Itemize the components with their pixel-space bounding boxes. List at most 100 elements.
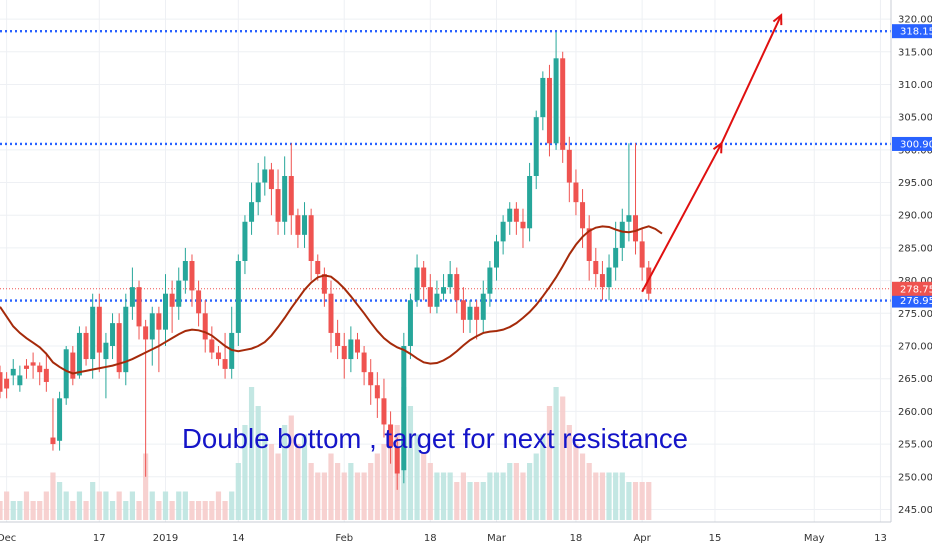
x-tick-label: 14 xyxy=(232,533,245,544)
volume-bar xyxy=(70,501,76,520)
volume-bar xyxy=(520,472,526,520)
y-tick-label: 305.00 xyxy=(898,113,932,124)
price-badge xyxy=(892,136,932,151)
volume-bar xyxy=(460,472,466,520)
candle-body xyxy=(268,169,274,190)
volume-bar xyxy=(540,434,546,520)
candle-body xyxy=(0,372,3,392)
volume-bar xyxy=(116,491,122,520)
volume-bar xyxy=(500,472,506,520)
volume-bar xyxy=(480,482,486,520)
candle-body xyxy=(176,280,182,307)
volume-bar xyxy=(169,501,175,520)
candle-body xyxy=(149,313,155,340)
candle-body xyxy=(136,287,142,327)
volume-bar xyxy=(348,463,354,520)
volume-bar xyxy=(202,501,208,520)
candle-body xyxy=(189,261,195,291)
candle-body xyxy=(348,339,354,360)
volume-bar xyxy=(0,501,3,520)
candle-body xyxy=(527,176,533,229)
volume-bar xyxy=(566,425,572,520)
volume-bar xyxy=(374,453,380,520)
candle-body xyxy=(401,346,407,471)
candle-body xyxy=(308,215,314,261)
volume-bar xyxy=(639,482,645,520)
price-axis[interactable]: 320.00315.00310.00305.00300.00295.00290.… xyxy=(898,15,932,516)
candle-body xyxy=(427,287,433,307)
candle-body xyxy=(215,352,221,360)
volume-bar xyxy=(76,491,83,520)
volume-bar xyxy=(37,501,43,520)
volume-bar xyxy=(56,482,63,520)
candle-body xyxy=(639,241,645,268)
candle-body xyxy=(23,365,29,369)
x-tick-label: Dec xyxy=(0,533,16,544)
volume-bar xyxy=(553,387,559,520)
annotation-text: Double bottom , target for next resistan… xyxy=(182,423,688,454)
time-axis[interactable]: Dec 17 2019 14 Feb 18 Mar 18 Apr 15 May 13 xyxy=(0,533,887,544)
volume-bar xyxy=(282,425,288,520)
volume-bar xyxy=(573,444,579,520)
candle-body xyxy=(388,424,394,448)
arrowhead-end xyxy=(772,13,783,26)
volume-bar xyxy=(606,472,612,520)
price-badge xyxy=(892,281,932,296)
candle-body xyxy=(520,221,526,229)
volume-bar xyxy=(189,501,195,520)
volume-bar xyxy=(560,396,566,520)
volume-bar xyxy=(23,491,30,520)
volume-bar xyxy=(229,491,235,520)
y-tick-label: 255.00 xyxy=(898,440,932,451)
volume-bar xyxy=(301,434,308,520)
volume-bars xyxy=(0,387,652,520)
candle-body xyxy=(321,274,327,294)
volume-bar xyxy=(474,482,480,520)
volume-bar xyxy=(626,482,632,520)
volume-bar xyxy=(308,463,314,520)
moving-average-line xyxy=(0,225,663,375)
candle-body xyxy=(302,215,308,235)
volume-bar xyxy=(381,444,387,520)
volume-bar xyxy=(513,463,519,520)
volume-bar xyxy=(335,463,341,520)
candle-body xyxy=(156,313,162,330)
price-badge xyxy=(892,24,932,39)
volume-bar xyxy=(129,491,135,520)
candle-body xyxy=(626,215,632,222)
volume-bar xyxy=(447,472,453,520)
candle-body xyxy=(494,241,499,268)
candle-body xyxy=(354,339,360,353)
candle-body xyxy=(573,182,579,203)
volume-bar xyxy=(467,482,473,520)
candle-body xyxy=(262,169,268,183)
candle-body xyxy=(196,290,202,314)
y-tick-label: 315.00 xyxy=(898,47,932,58)
candle-body xyxy=(553,58,559,144)
candle-body xyxy=(533,117,539,176)
volume-bar xyxy=(143,453,149,520)
volume-bar xyxy=(176,491,182,520)
volume-bar xyxy=(421,453,427,520)
candle-body xyxy=(593,261,599,275)
candle-body xyxy=(96,306,102,353)
candle-body xyxy=(90,306,96,360)
candle-body xyxy=(163,293,168,330)
volume-bar xyxy=(387,434,394,520)
volume-bar xyxy=(235,463,241,520)
candle-body xyxy=(540,77,546,118)
y-tick-label: 270.00 xyxy=(898,342,932,353)
y-tick-label: 310.00 xyxy=(898,80,932,91)
y-tick-label: 285.00 xyxy=(898,243,932,254)
candle-body xyxy=(480,293,486,320)
volume-bar xyxy=(321,472,327,520)
x-tick-label: Apr xyxy=(633,533,651,544)
candle-body xyxy=(421,267,427,288)
y-tick-label: 250.00 xyxy=(898,472,932,483)
candle-body xyxy=(43,368,49,382)
candle-body xyxy=(328,293,334,333)
volume-bar xyxy=(103,491,109,520)
volume-bar xyxy=(487,472,493,520)
